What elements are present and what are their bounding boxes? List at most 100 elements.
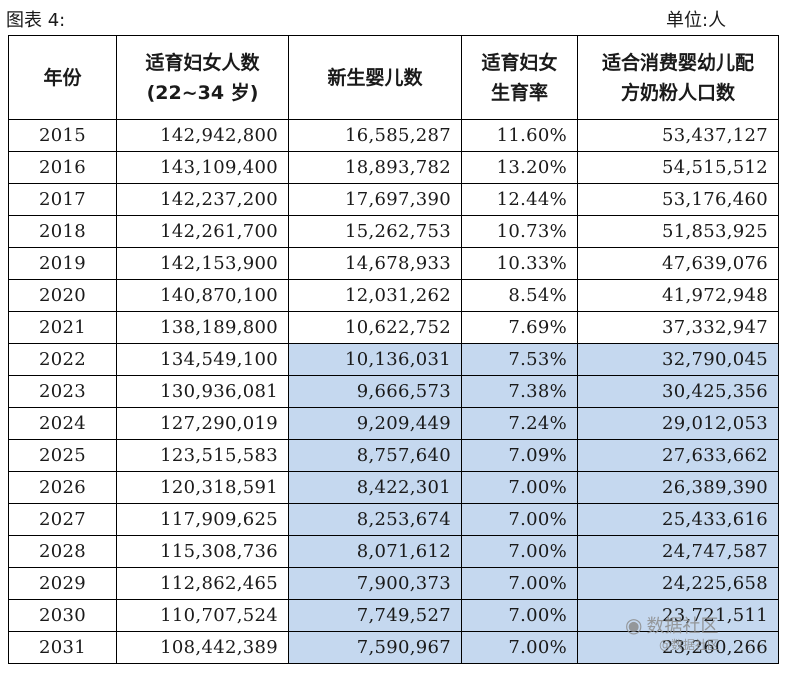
cell-rate: 10.73% [461,215,578,248]
cell-rate: 7.09% [461,439,578,472]
cell-year: 2020 [8,279,117,312]
cell-formula-population: 24,747,587 [577,535,779,568]
cell-births: 10,136,031 [288,343,462,376]
cell-year: 2029 [8,567,117,600]
cell-women: 130,936,081 [116,375,289,408]
header-row: 年份 适育妇女人数 (22~34 岁) 新生婴儿数 适育妇女 生育率 适合消费婴幼儿… [8,35,779,120]
table-row: 2022 134,549,100 10,136,031 7.53% 32,790,045 [8,343,779,376]
table-caption: 图表 4: [6,10,66,31]
table-row: 2026 120,318,591 8,422,301 7.00% 26,389,390 [8,471,779,504]
cell-births: 8,253,674 [288,503,462,536]
table-row: 2019 142,153,900 14,678,933 10.33% 47,639,07… [8,247,779,280]
cell-year: 2021 [8,311,117,344]
cell-births: 7,749,527 [288,599,462,632]
cell-rate: 7.00% [461,535,578,568]
cell-women: 142,237,200 [116,183,289,216]
table-row: 2023 130,936,081 9,666,573 7.38% 30,425,356 [8,375,779,408]
cell-rate: 7.38% [461,375,578,408]
header-year: 年份 [8,35,117,120]
cell-rate: 7.69% [461,311,578,344]
cell-year: 2026 [8,471,117,504]
cell-year: 2031 [8,631,117,664]
cell-rate: 12.44% [461,183,578,216]
cell-women: 120,318,591 [116,471,289,504]
population-table: 年份 适育妇女人数 (22~34 岁) 新生婴儿数 适育妇女 生育率 适合消费婴幼儿… [8,35,779,664]
cell-formula-population: 23,721,511 [577,599,779,632]
cell-formula-population: 32,790,045 [577,343,779,376]
table-row: 2029 112,862,465 7,900,373 7.00% 24,225,658 [8,567,779,600]
cell-rate: 7.00% [461,599,578,632]
cell-women: 123,515,583 [116,439,289,472]
cell-rate: 7.53% [461,343,578,376]
cell-births: 16,585,287 [288,119,462,152]
cell-formula-population: 30,425,356 [577,375,779,408]
header-women: 适育妇女人数 (22~34 岁) [116,35,289,120]
cell-births: 12,031,262 [288,279,462,312]
cell-formula-population: 25,433,616 [577,503,779,536]
cell-rate: 13.20% [461,151,578,184]
cell-formula-population: 37,332,947 [577,311,779,344]
cell-births: 18,893,782 [288,151,462,184]
watermark-handle: @数据社区 [659,638,720,652]
cell-formula-population: 41,972,948 [577,279,779,312]
cell-year: 2018 [8,215,117,248]
unit-label: 单位:人 [666,10,727,31]
table-row: 2027 117,909,625 8,253,674 7.00% 25,433,616 [8,503,779,536]
cell-women: 115,308,736 [116,535,289,568]
watermark-title: 数据社区 [646,616,719,637]
cell-year: 2025 [8,439,117,472]
cell-formula-population: 26,389,390 [577,471,779,504]
cell-rate: 7.00% [461,631,578,664]
cell-women: 138,189,800 [116,311,289,344]
table-row: 2021 138,189,800 10,622,752 7.69% 37,332,947 [8,311,779,344]
cell-formula-population: 51,853,925 [577,215,779,248]
cell-year: 2028 [8,535,117,568]
cell-women: 142,942,800 [116,119,289,152]
cell-births: 14,678,933 [288,247,462,280]
cell-rate: 11.60% [461,119,578,152]
cell-women: 142,153,900 [116,247,289,280]
cell-women: 110,707,524 [116,599,289,632]
cell-women: 140,870,100 [116,279,289,312]
cell-women: 142,261,700 [116,215,289,248]
cell-year: 2030 [8,599,117,632]
cell-births: 7,900,373 [288,567,462,600]
table-row: 2025 123,515,583 8,757,640 7.09% 27,633,662 [8,439,779,472]
cell-formula-population: 53,176,460 [577,183,779,216]
cell-formula-population: 47,639,076 [577,247,779,280]
cell-births: 15,262,753 [288,215,462,248]
table-row: 2024 127,290,019 9,209,449 7.24% 29,012,053 [8,407,779,440]
cell-formula-population: 23,260,266 [577,631,779,664]
cell-births: 7,590,967 [288,631,462,664]
cell-year: 2027 [8,503,117,536]
cell-formula-population: 53,437,127 [577,119,779,152]
cell-formula-population: 24,225,658 [577,567,779,600]
cell-rate: 7.00% [461,503,578,536]
header-formula-population: 适合消费婴幼儿配 方奶粉人口数 [577,35,779,120]
cell-rate: 10.33% [461,247,578,280]
cell-births: 17,697,390 [288,183,462,216]
table-row: 2020 140,870,100 12,031,262 8.54% 41,972,948 [8,279,779,312]
cell-births: 8,422,301 [288,471,462,504]
cell-women: 108,442,389 [116,631,289,664]
cell-rate: 7.00% [461,471,578,504]
table-row: 2016 143,109,400 18,893,782 13.20% 54,515,51… [8,151,779,184]
cell-formula-population: 29,012,053 [577,407,779,440]
cell-births: 10,622,752 [288,311,462,344]
cell-year: 2017 [8,183,117,216]
cell-year: 2015 [8,119,117,152]
cell-births: 8,757,640 [288,439,462,472]
cell-rate: 7.24% [461,407,578,440]
wechat-icon: ◉ [625,613,643,637]
cell-women: 143,109,400 [116,151,289,184]
cell-rate: 7.00% [461,567,578,600]
table-row: 2031 108,442,389 7,590,967 7.00% 23,260,266 [8,631,779,664]
watermark: ◉ 数据社区 @数据社区 [625,612,719,653]
cell-rate: 8.54% [461,279,578,312]
table-row: 2015 142,942,800 16,585,287 11.60% 53,437,12… [8,119,779,152]
cell-year: 2024 [8,407,117,440]
cell-women: 112,862,465 [116,567,289,600]
cell-births: 8,071,612 [288,535,462,568]
cell-year: 2022 [8,343,117,376]
cell-women: 127,290,019 [116,407,289,440]
